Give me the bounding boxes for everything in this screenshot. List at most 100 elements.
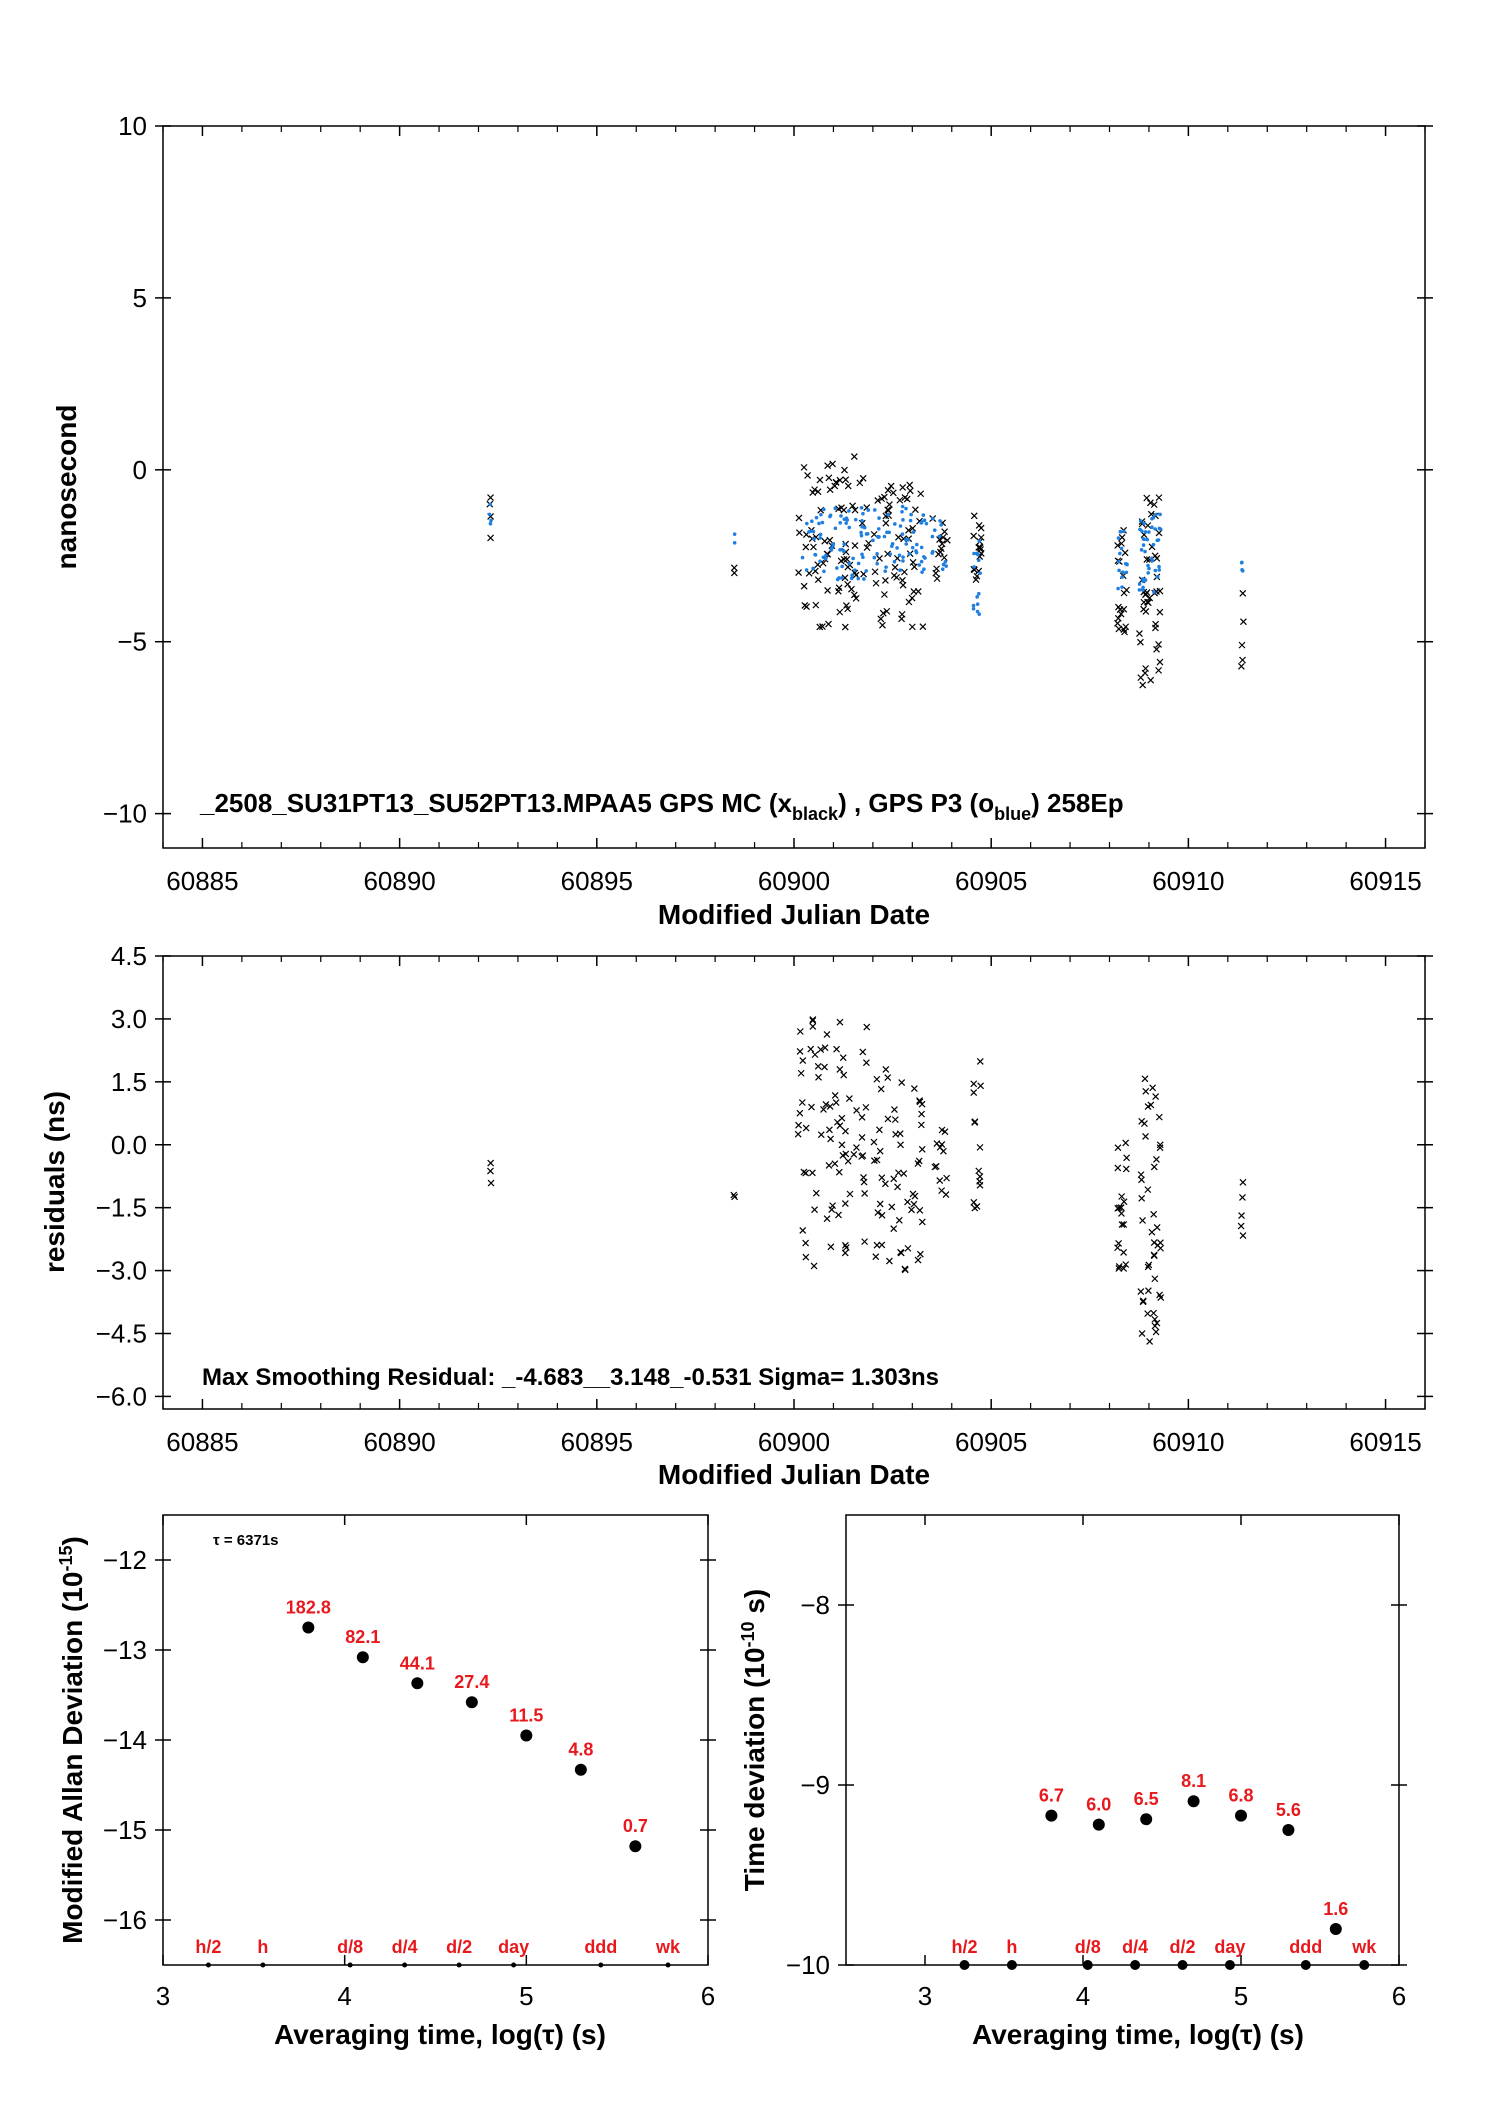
x-axis-title: Modified Julian Date — [658, 1459, 930, 1490]
data-point-x — [881, 576, 889, 584]
data-point-x — [842, 476, 850, 484]
data-point-x — [914, 1256, 922, 1264]
data-point-x — [833, 1045, 840, 1053]
data-point-x — [1239, 656, 1246, 664]
data-point-dot — [875, 561, 879, 566]
data-point-x — [808, 535, 816, 543]
data-point-x — [975, 521, 983, 529]
x-tick-label: 60895 — [561, 866, 633, 896]
data-point-x — [795, 569, 803, 576]
data-point-x — [1142, 1133, 1149, 1140]
data-point-x — [886, 1257, 893, 1265]
data-point-dot — [1116, 536, 1121, 540]
y-tick-label: 0 — [133, 455, 147, 485]
y-axis-title: residuals (ns) — [39, 1091, 70, 1273]
data-point-x — [878, 1174, 886, 1182]
data-point-x — [916, 1098, 924, 1106]
data-point-dot — [1157, 568, 1162, 572]
stability-point — [356, 1651, 369, 1664]
data-point-x — [1155, 640, 1162, 648]
data-point-dot — [1146, 571, 1151, 575]
time-marker-label: h — [257, 1937, 268, 1957]
data-point-x — [850, 591, 858, 599]
data-point-x — [884, 1115, 892, 1123]
data-point-dot — [1118, 551, 1122, 556]
data-point-x — [817, 1046, 825, 1054]
stability-point — [411, 1677, 424, 1690]
data-point-x — [872, 579, 880, 587]
x-axis-title: Modified Julian Date — [658, 899, 930, 930]
data-point-x — [878, 1211, 886, 1219]
data-point-x — [802, 1253, 810, 1261]
data-point-dot — [842, 542, 847, 547]
time-marker-dot — [959, 1960, 970, 1970]
data-point-dot — [975, 602, 980, 606]
data-point-dot — [488, 502, 493, 507]
data-point-x — [877, 1085, 885, 1093]
x-tick-label: 60885 — [166, 1427, 238, 1457]
data-point-x — [845, 1095, 853, 1103]
data-point-dot — [1120, 585, 1124, 589]
data-point-dot — [864, 569, 869, 573]
data-point-x — [900, 568, 908, 576]
data-point-x — [828, 1206, 836, 1213]
time-marker-label: d/4 — [392, 1937, 418, 1957]
data-points — [487, 1016, 1247, 1345]
data-point-x — [1138, 1117, 1146, 1125]
data-point-dot — [901, 559, 905, 563]
ticks — [155, 1515, 716, 1965]
x-tick-label: 60885 — [166, 866, 238, 896]
data-point-dot — [972, 565, 976, 569]
tau-note: τ = 6371s — [213, 1532, 279, 1549]
stability-point — [1235, 1809, 1247, 1822]
data-point-dot — [884, 565, 888, 569]
time-marker-label: d/4 — [1122, 1937, 1148, 1957]
data-point-x — [808, 1169, 816, 1177]
data-point-x — [881, 1180, 889, 1188]
x-tick-label: 60905 — [955, 1427, 1027, 1457]
data-point-x — [880, 493, 888, 501]
data-point-x — [730, 564, 738, 572]
data-point-dot — [900, 509, 904, 514]
data-point-dot — [1116, 586, 1120, 591]
data-point-x — [1144, 1186, 1152, 1194]
data-point-x — [815, 1073, 822, 1081]
time-markers: h/2 h d/8 d/4 d/2 day ddd wk — [951, 1937, 1377, 1970]
data-point-x — [916, 1250, 924, 1258]
data-point-dot — [892, 559, 897, 564]
data-point-x — [853, 1144, 860, 1151]
data-point-dot — [487, 512, 492, 517]
data-point-x — [832, 478, 840, 486]
data-point-dot — [489, 518, 493, 523]
time-marker-dot — [1300, 1960, 1311, 1970]
data-point-dot — [859, 533, 864, 538]
data-point-dot — [915, 542, 919, 547]
data-point-x — [820, 1106, 827, 1113]
data-point-x — [487, 1167, 494, 1175]
data-point-x — [894, 1183, 901, 1191]
data-point-x — [826, 536, 834, 544]
data-point-dot — [860, 552, 864, 557]
data-point-dot — [931, 549, 935, 554]
data-point-x — [919, 623, 927, 631]
y-tick-label: 5 — [133, 283, 147, 313]
data-point-x — [1115, 603, 1122, 611]
data-point-dot — [829, 548, 834, 552]
data-point-dot — [1157, 564, 1161, 569]
data-point-x — [799, 1057, 807, 1064]
y-tick-label: 4.5 — [111, 941, 147, 971]
data-point-x — [970, 1198, 978, 1206]
data-point-dot — [904, 506, 908, 511]
data-point-x — [838, 1141, 846, 1149]
data-point-x — [880, 591, 888, 598]
mdev-panel: 3 4 5 6 −12 −13 −14 −15 −16 182.8 82.1 44.1 27.4 11.… — [56, 1514, 716, 2050]
data-point-x — [487, 1159, 495, 1167]
x-tick-label: 60915 — [1349, 1427, 1421, 1457]
ticks — [155, 125, 1433, 848]
point-label: 6.8 — [1228, 1786, 1253, 1806]
data-point-dot — [908, 518, 913, 523]
x-tick-label: 60910 — [1152, 1427, 1224, 1457]
data-point-x — [863, 1023, 871, 1031]
data-point-x — [1239, 1178, 1247, 1186]
y-tick-label: 3.0 — [111, 1004, 147, 1034]
